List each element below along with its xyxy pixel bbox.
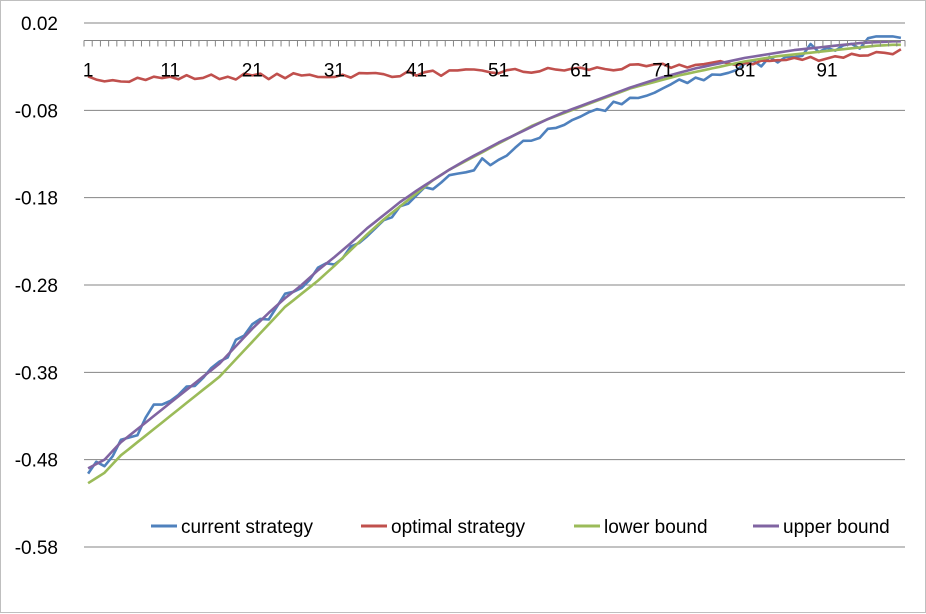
- x-tick-label: 21: [242, 60, 263, 81]
- series-lines: [87, 35, 902, 485]
- x-tick-label: 41: [406, 60, 427, 81]
- legend-label: lower bound: [604, 517, 708, 538]
- y-tick-label: -0.58: [15, 538, 58, 559]
- legend: current strategy optimal strategy lower bo…: [151, 517, 890, 538]
- legend-label: optimal strategy: [391, 517, 526, 538]
- y-tick-label: -0.48: [15, 451, 58, 472]
- series-line-3: [87, 39, 901, 470]
- x-tick-label: 1: [83, 60, 94, 81]
- x-tick-label: 91: [816, 60, 837, 81]
- y-tick-label: -0.18: [15, 189, 58, 210]
- x-tick-label: 31: [324, 60, 345, 81]
- legend-label: current strategy: [181, 517, 313, 538]
- x-tick-label: 11: [160, 60, 180, 81]
- series-line-1: [87, 48, 902, 84]
- y-tick-label: -0.28: [15, 276, 58, 297]
- x-tick-label: 71: [652, 60, 673, 81]
- y-tick-label: -0.08: [15, 101, 58, 122]
- x-axis: 1 11 21 31 41 51 61 71 81 91: [83, 39, 906, 81]
- y-tick-label: 0.02: [21, 14, 58, 35]
- x-tick-label: 61: [570, 60, 591, 81]
- series-line-0: [87, 35, 902, 475]
- x-tick-label: 51: [488, 60, 509, 81]
- legend-label: upper bound: [783, 517, 890, 538]
- x-tick-label: 81: [734, 60, 755, 81]
- y-tick-label: -0.38: [15, 363, 58, 384]
- gridlines: [84, 22, 905, 548]
- y-axis-labels: 0.02 -0.08 -0.18 -0.28 -0.38 -0.48 -0.58: [15, 14, 58, 559]
